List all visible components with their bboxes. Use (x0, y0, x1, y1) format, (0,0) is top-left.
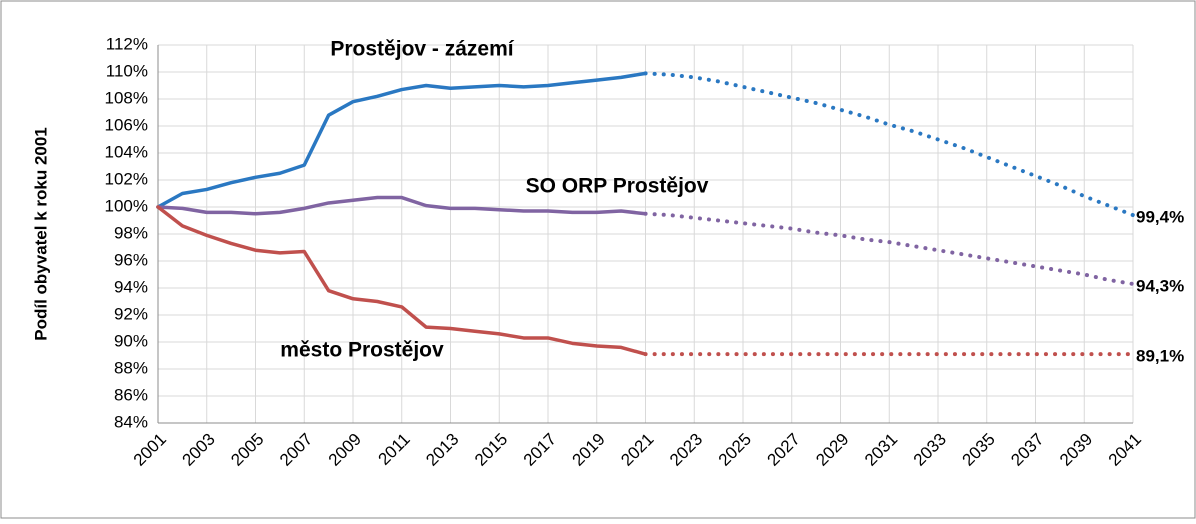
y-tick-label: 100% (105, 196, 148, 215)
y-tick-label: 104% (105, 142, 148, 161)
y-tick-label: 96% (114, 250, 148, 269)
y-tick-label: 90% (114, 331, 148, 350)
y-tick-label: 88% (114, 358, 148, 377)
series-line (156, 71, 648, 209)
value-label: 94,3% (1136, 276, 1184, 295)
y-tick-label: 86% (114, 385, 148, 404)
y-tick-label: 110% (106, 61, 148, 80)
series-annotation: SO ORP Prostějov (526, 175, 709, 198)
y-tick-label: 98% (114, 223, 148, 242)
y-tick-label: 106% (105, 115, 148, 134)
value-label: 89,1% (1136, 347, 1184, 366)
series-annotation: město Prostějov (280, 339, 444, 362)
value-label: 99,4% (1136, 208, 1184, 227)
y-tick-label: 108% (105, 88, 148, 107)
series-line (156, 195, 648, 216)
y-axis-label: Podíl obyvatel k roku 2001 (31, 127, 50, 341)
series-line (643, 211, 1135, 286)
series-line (643, 71, 1135, 218)
y-tick-label: 92% (114, 304, 148, 323)
y-tick-label: 84% (114, 412, 148, 431)
series-line (156, 205, 648, 356)
y-tick-label: 112% (106, 34, 148, 53)
series-annotation: Prostějov - zázemí (330, 38, 514, 61)
y-tick-label: 94% (114, 277, 148, 296)
y-tick-label: 102% (105, 169, 148, 188)
